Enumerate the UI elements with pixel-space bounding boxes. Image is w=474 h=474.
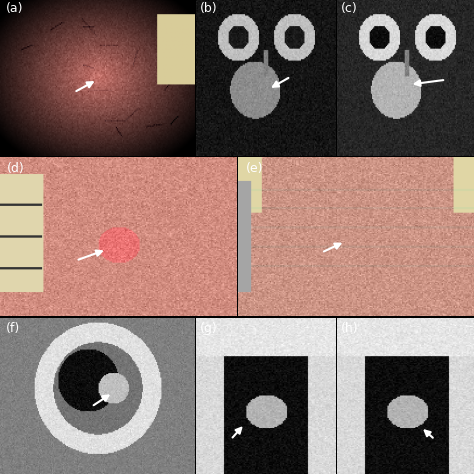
Text: (b): (b) [200,2,218,15]
Text: (f): (f) [6,322,20,335]
Text: (a): (a) [6,2,23,15]
Text: (c): (c) [341,2,358,15]
Text: (g): (g) [200,322,218,335]
Text: (e): (e) [246,162,263,175]
Text: (h): (h) [341,322,359,335]
Text: (d): (d) [7,162,25,175]
